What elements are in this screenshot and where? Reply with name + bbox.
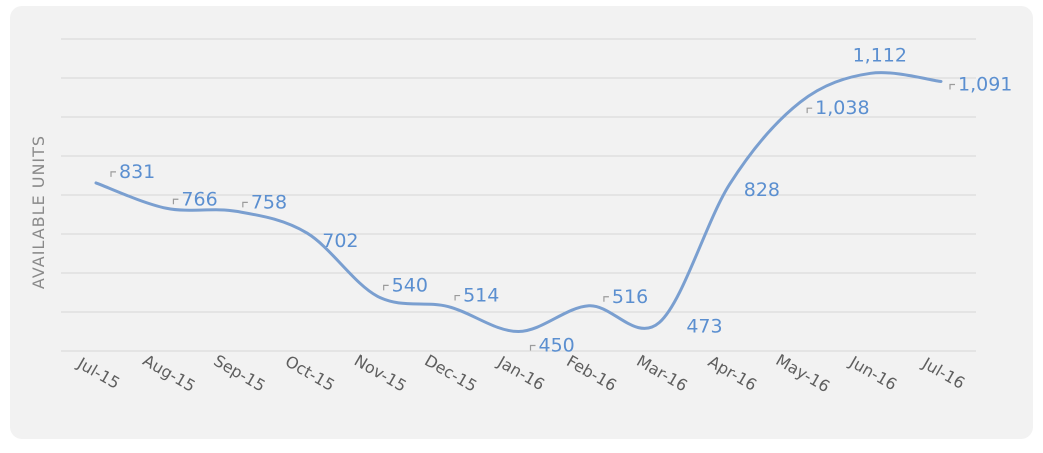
data-label: 1,091 bbox=[958, 74, 1012, 96]
x-tick-label: Oct-15 bbox=[282, 352, 338, 395]
x-tick-label: Jul-15 bbox=[73, 353, 123, 393]
x-tick-label: Nov-15 bbox=[351, 351, 410, 396]
data-label: 540 bbox=[392, 274, 428, 296]
data-label: 831 bbox=[119, 161, 155, 183]
data-label: 1,112 bbox=[853, 44, 907, 66]
x-tick-label: Jan-16 bbox=[494, 352, 548, 394]
x-tick-label: Dec-15 bbox=[421, 351, 480, 396]
label-leader bbox=[454, 294, 461, 301]
label-leader bbox=[172, 198, 179, 205]
x-tick-label: May-16 bbox=[773, 350, 834, 396]
line-chart: 831 766 758 702 540 514 450 516 473 828 1,038 1,112… bbox=[29, 38, 1012, 396]
chart-card: 831 766 758 702 540 514 450 516 473 828 1,038 1,112… bbox=[10, 6, 1033, 439]
series-line bbox=[94, 71, 943, 334]
x-tick-label: Aug-15 bbox=[140, 351, 199, 396]
x-tick-label: Jun-16 bbox=[846, 352, 901, 395]
data-label: 1,038 bbox=[815, 97, 869, 119]
x-tick-label: Sep-15 bbox=[210, 351, 268, 396]
data-label: 766 bbox=[181, 188, 217, 210]
label-leader bbox=[110, 171, 116, 177]
data-label: 702 bbox=[322, 230, 358, 252]
data-label: 514 bbox=[463, 285, 499, 307]
label-leader bbox=[529, 344, 536, 351]
data-label: 450 bbox=[539, 335, 575, 357]
data-label: 516 bbox=[612, 286, 648, 308]
x-tick-label: Jul-16 bbox=[918, 353, 968, 393]
x-axis-ticks: Jul-15 Aug-15 Sep-15 Oct-15 Nov-15 Dec-15 Jan-… bbox=[73, 350, 968, 396]
label-leader bbox=[242, 201, 248, 208]
data-label: 828 bbox=[744, 179, 780, 201]
data-labels: 831 766 758 702 540 514 450 516 473 828 1,038 1,112… bbox=[110, 44, 1012, 357]
label-leader bbox=[383, 284, 389, 291]
x-tick-label: Mar-16 bbox=[633, 351, 690, 395]
series-line-group bbox=[94, 71, 943, 334]
y-axis-title: AVAILABLE UNITS bbox=[29, 135, 48, 289]
x-tick-label: Feb-16 bbox=[563, 351, 620, 395]
label-leader bbox=[603, 296, 609, 302]
label-leader bbox=[806, 107, 813, 114]
label-leader bbox=[949, 83, 955, 90]
x-tick-label: Apr-16 bbox=[705, 352, 760, 395]
data-label: 473 bbox=[686, 316, 722, 338]
data-label: 758 bbox=[251, 191, 287, 213]
gridlines bbox=[61, 38, 976, 352]
